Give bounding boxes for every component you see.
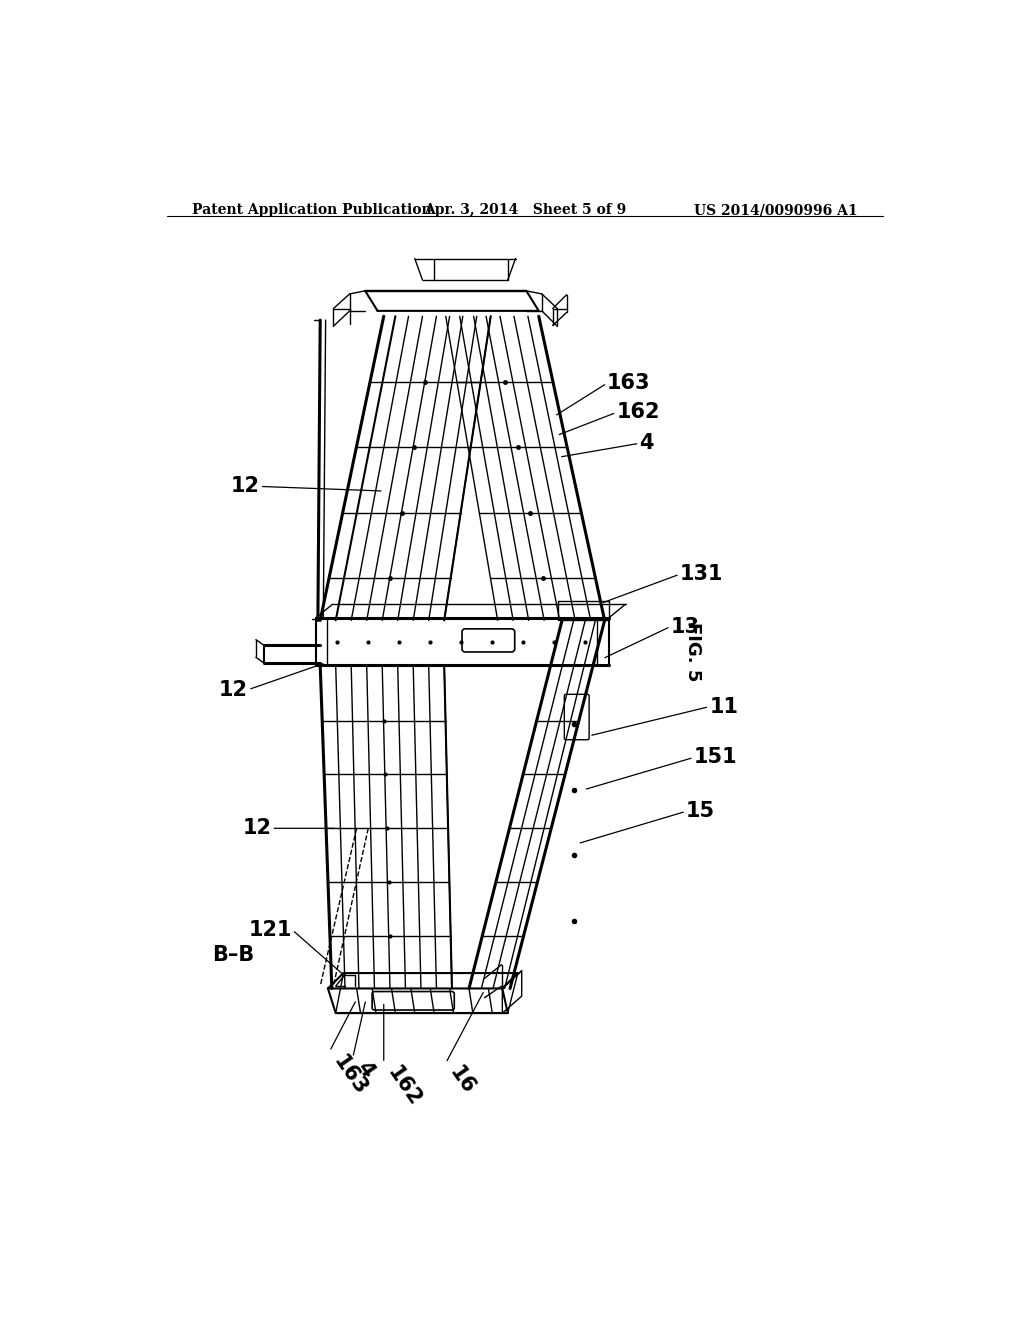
Text: Patent Application Publication: Patent Application Publication [191, 203, 431, 216]
Text: B–B: B–B [212, 945, 254, 965]
Text: 162: 162 [384, 1063, 425, 1110]
Text: 162: 162 [616, 403, 659, 422]
Text: 4: 4 [640, 433, 654, 453]
Text: 131: 131 [680, 564, 723, 585]
Text: US 2014/0090996 A1: US 2014/0090996 A1 [694, 203, 858, 216]
Text: 12: 12 [230, 477, 260, 496]
Text: 16: 16 [445, 1063, 479, 1098]
Text: 12: 12 [243, 818, 271, 838]
Text: 163: 163 [330, 1052, 371, 1098]
Text: 13: 13 [671, 616, 699, 636]
Text: 12: 12 [219, 680, 248, 700]
Text: 151: 151 [693, 747, 737, 767]
Text: 121: 121 [249, 920, 292, 940]
Text: FIG. 5: FIG. 5 [684, 622, 702, 681]
Text: Apr. 3, 2014   Sheet 5 of 9: Apr. 3, 2014 Sheet 5 of 9 [424, 203, 626, 216]
Text: 15: 15 [686, 801, 715, 821]
Text: 163: 163 [607, 374, 650, 393]
Text: 11: 11 [710, 697, 738, 717]
Text: 4: 4 [352, 1057, 378, 1081]
